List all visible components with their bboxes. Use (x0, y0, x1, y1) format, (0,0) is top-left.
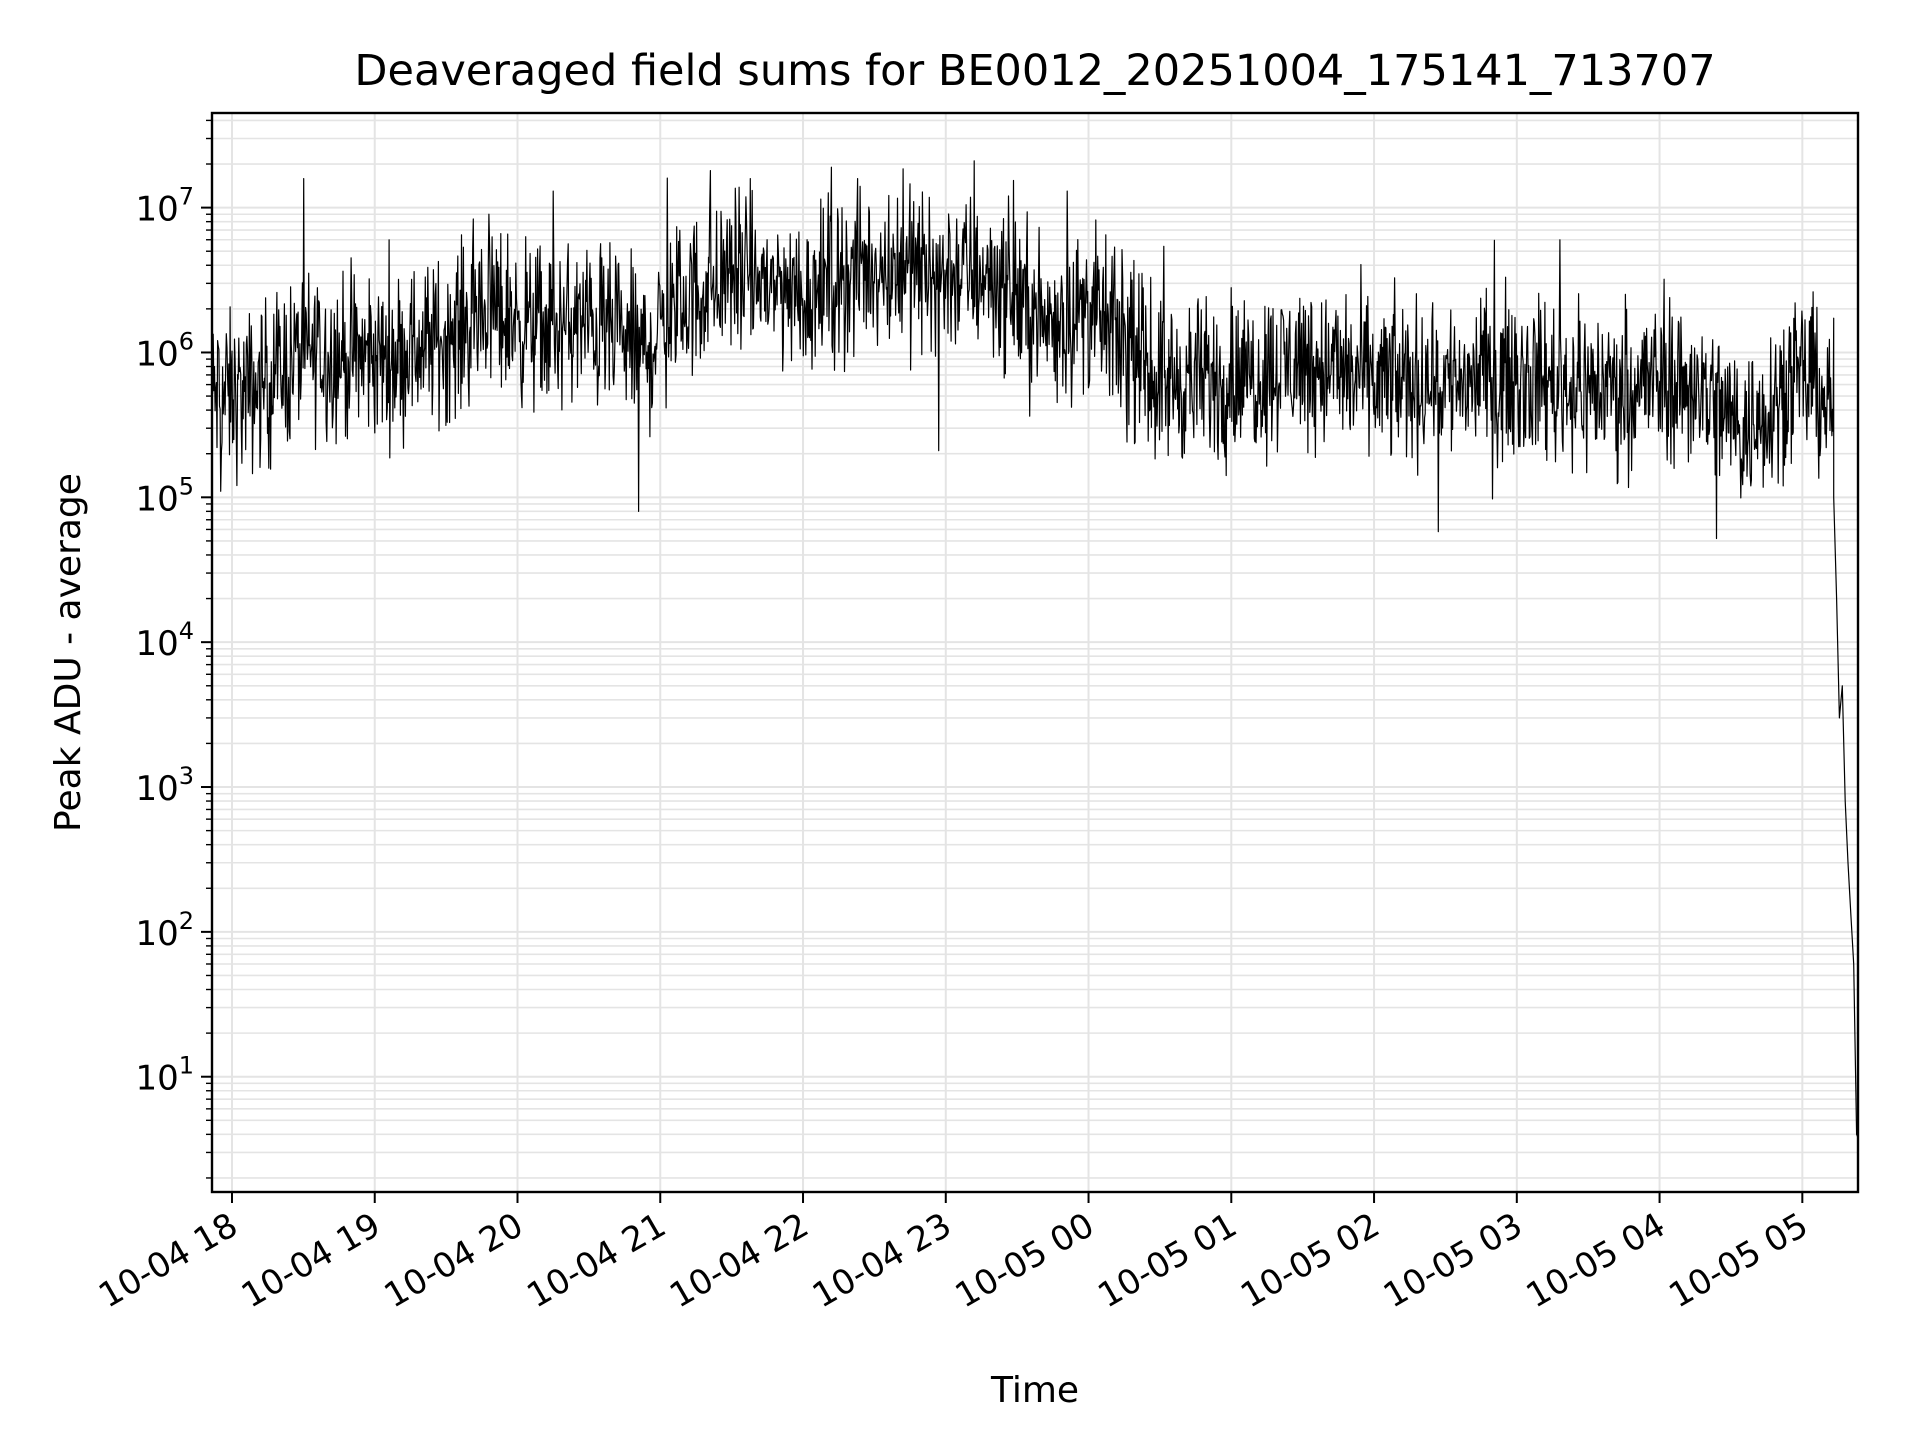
y-tick-base: 10 (135, 769, 178, 809)
y-tick-label: 106 (135, 327, 194, 374)
y-tick-exponent: 3 (179, 762, 194, 790)
series-line-field-sums (211, 160, 1859, 1138)
y-tick-exponent: 7 (179, 183, 194, 211)
y-tick-label: 101 (135, 1052, 194, 1099)
y-tick-base: 10 (135, 334, 178, 374)
y-tick-label: 104 (135, 617, 194, 664)
chart-title: Deaveraged field sums for BE0012_2025100… (354, 46, 1715, 96)
y-tick-label: 105 (135, 472, 194, 519)
y-tick-label: 102 (135, 907, 194, 954)
y-tick-base: 10 (135, 479, 178, 519)
y-tick-exponent: 4 (179, 617, 194, 645)
y-tick-exponent: 6 (179, 327, 194, 355)
series-layer (211, 160, 1859, 1138)
y-tick-base: 10 (135, 624, 178, 664)
y-tick-exponent: 5 (179, 472, 194, 500)
x-axis-label: Time (990, 1370, 1079, 1411)
y-tick-base: 10 (135, 914, 178, 954)
y-tick-exponent: 1 (179, 1052, 194, 1080)
plot-frame (210, 111, 1860, 1194)
y-tick-exponent: 2 (179, 907, 194, 935)
y-tick-label: 103 (135, 762, 194, 809)
y-tick-label: 107 (135, 183, 194, 230)
y-tick-base: 10 (135, 1059, 178, 1099)
grid (212, 113, 1858, 1192)
y-tick-base: 10 (135, 190, 178, 230)
y-axis-label: Peak ADU - average (48, 473, 89, 832)
